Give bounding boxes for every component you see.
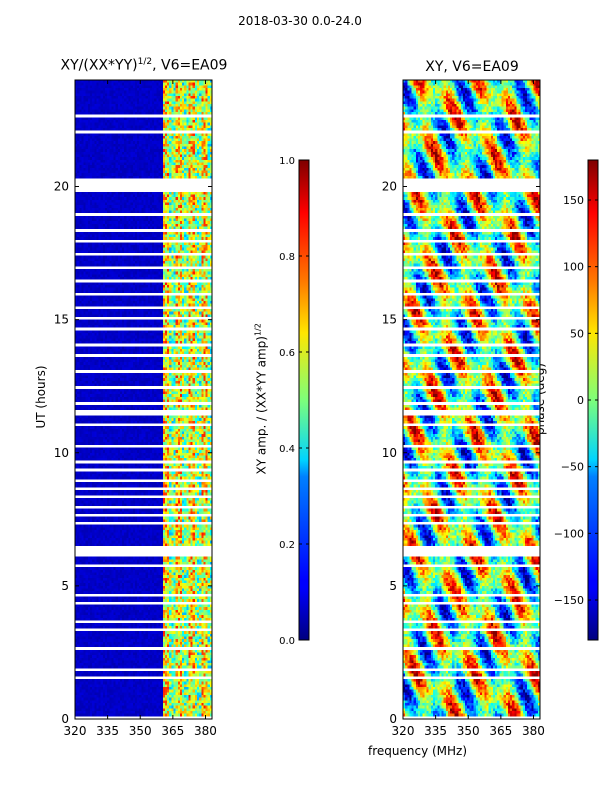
left-ytick-label-5: 5 bbox=[61, 579, 69, 593]
left-xtick-label-350: 350 bbox=[129, 724, 152, 738]
right-cbar-tick-label-5: 100 bbox=[563, 261, 584, 274]
left-xtick-label-320: 320 bbox=[64, 724, 87, 738]
right-colorbar bbox=[588, 160, 598, 640]
right-plot-frame bbox=[402, 79, 541, 720]
right-ytick-label-15: 15 bbox=[382, 313, 397, 327]
left-ytick-label-15: 15 bbox=[54, 313, 69, 327]
right-xtick-label-350: 350 bbox=[457, 724, 480, 738]
right-xtick-label-380: 380 bbox=[522, 724, 545, 738]
right-ytick-label-20: 20 bbox=[382, 180, 397, 194]
right-cbar-tick-label-4: 50 bbox=[570, 327, 584, 340]
right-xtick-label-335: 335 bbox=[424, 724, 447, 738]
right-ytick-label-5: 5 bbox=[389, 579, 397, 593]
left-xtick-label-335: 335 bbox=[96, 724, 119, 738]
figure-suptitle: 2018-03-30 0.0-24.0 bbox=[238, 14, 362, 28]
left-panel-title: XY/(XX*YY)1/2, V6=EA09 bbox=[40, 57, 248, 74]
left-xtick-label-380: 380 bbox=[194, 724, 217, 738]
left-cbar-tick-label-4: 0.8 bbox=[279, 252, 295, 263]
right-heatmap-image bbox=[403, 80, 540, 719]
right-xtick-label-365: 365 bbox=[489, 724, 512, 738]
left-ytick-label-0: 0 bbox=[61, 712, 69, 726]
left-title-suffix: , V6=EA09 bbox=[152, 57, 228, 74]
left-plot-frame bbox=[74, 79, 213, 720]
left-colorbar-ticks: 0.0 0.2 0.4 0.6 0.8 1.0 bbox=[279, 156, 309, 647]
right-panel-title: XY, V6=EA09 bbox=[425, 59, 519, 75]
left-colorbar-frame bbox=[298, 159, 310, 641]
left-cbar-tick-label-5: 1.0 bbox=[279, 156, 295, 167]
right-colorbar-ticks: −150 −100 −50 0 50 100 150 bbox=[554, 194, 598, 607]
left-cbar-tick-label-2: 0.4 bbox=[279, 444, 295, 455]
right-cbar-tick-label-3: 0 bbox=[577, 394, 584, 407]
left-title-main: XY/(XX*YY) bbox=[60, 57, 138, 74]
left-cbar-tick-label-3: 0.6 bbox=[279, 348, 295, 359]
left-cbar-tick-label-1: 0.2 bbox=[279, 540, 295, 551]
right-cbar-tick-label-6: 150 bbox=[563, 194, 584, 207]
right-cbar-tick-label-2: −50 bbox=[561, 461, 584, 474]
right-heatmap bbox=[403, 80, 540, 719]
shared-xlabel: frequency (MHz) bbox=[368, 744, 468, 758]
right-ytick-label-10: 10 bbox=[382, 446, 397, 460]
left-ytick-label-10: 10 bbox=[54, 446, 69, 460]
left-axes: 320 335 350 365 380 0 5 10 15 20 bbox=[54, 80, 217, 738]
left-heatmap-image bbox=[75, 80, 212, 719]
right-axes: 320 335 350 365 380 0 5 10 15 20 bbox=[382, 80, 545, 738]
left-title-sup: 1/2 bbox=[137, 57, 153, 67]
left-ytick-label-20: 20 bbox=[54, 180, 69, 194]
right-ytick-label-0: 0 bbox=[389, 712, 397, 726]
right-cbar-tick-label-1: −100 bbox=[554, 527, 584, 540]
left-cbar-tick-label-0: 0.0 bbox=[279, 636, 295, 647]
right-cbar-tick-label-0: −150 bbox=[554, 594, 584, 607]
left-colorbar bbox=[299, 160, 309, 640]
right-xtick-label-320: 320 bbox=[392, 724, 415, 738]
left-xtick-label-365: 365 bbox=[161, 724, 184, 738]
left-heatmap bbox=[75, 80, 212, 719]
